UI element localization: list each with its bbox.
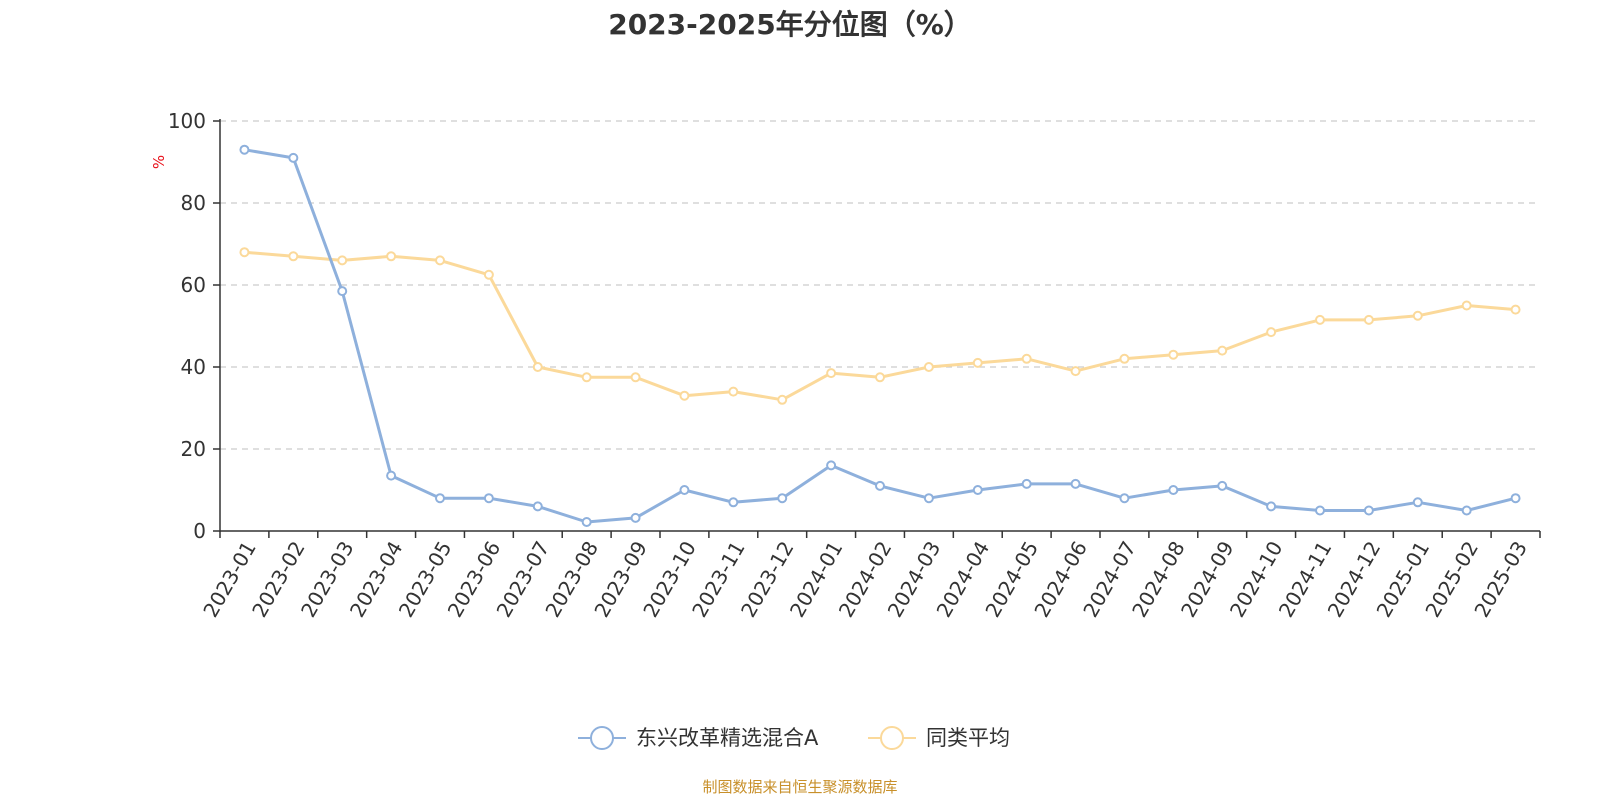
series-2-point bbox=[1021, 353, 1032, 364]
series-2-point bbox=[923, 362, 934, 372]
y-tick-label: 0 bbox=[193, 519, 206, 543]
grid-lines bbox=[220, 120, 1540, 450]
series-2-point bbox=[728, 386, 739, 397]
series-1-point bbox=[1412, 497, 1423, 508]
series-2-point bbox=[1315, 314, 1325, 325]
series-1-point bbox=[532, 501, 543, 512]
series-1-point bbox=[1510, 493, 1521, 504]
x-axis-ticks: 2023-012023-022023-032023-042023-052023-… bbox=[198, 531, 1541, 621]
series-2-point bbox=[1412, 310, 1423, 321]
series-1-point bbox=[1315, 505, 1325, 516]
legend-item-series-2[interactable]: 同类平均 bbox=[868, 726, 1010, 750]
series-2-point bbox=[777, 394, 788, 405]
chart-title: 2023-2025年分位图（%） bbox=[608, 8, 972, 41]
series-2-point bbox=[1363, 314, 1374, 325]
series-2-point bbox=[581, 372, 592, 383]
series-1-point bbox=[1168, 485, 1179, 495]
series-2-point bbox=[1217, 345, 1228, 356]
legend-series-2-label: 同类平均 bbox=[926, 726, 1010, 750]
series-2-point bbox=[630, 372, 641, 383]
y-tick-label: 40 bbox=[181, 355, 206, 379]
series-2-point bbox=[972, 357, 983, 368]
series-2-point bbox=[679, 390, 690, 401]
legend-series-1-label: 东兴改革精选混合A bbox=[636, 726, 819, 750]
series-2-point bbox=[1266, 327, 1277, 338]
series-2-point bbox=[875, 372, 885, 383]
series-2-point bbox=[1119, 353, 1130, 364]
series-2-point bbox=[1461, 300, 1472, 311]
series-2-point bbox=[1168, 349, 1179, 360]
series-1-point bbox=[777, 493, 788, 504]
series-1-point bbox=[1021, 478, 1032, 489]
legend: 东兴改革精选混合A 同类平均 bbox=[578, 726, 1010, 750]
series-1-point bbox=[239, 144, 250, 155]
series-1-point bbox=[728, 497, 739, 508]
series-1-point bbox=[1217, 480, 1228, 491]
series-1-point bbox=[337, 286, 348, 297]
series-layer bbox=[239, 144, 1521, 527]
series-2-point bbox=[483, 269, 494, 280]
y-tick-label: 80 bbox=[181, 191, 206, 215]
series-1-point bbox=[435, 493, 445, 504]
y-tick-label: 20 bbox=[181, 437, 206, 461]
series-1-point bbox=[630, 512, 641, 523]
series-2-point bbox=[532, 362, 543, 372]
series-2-point bbox=[337, 255, 348, 266]
series-2-point bbox=[386, 251, 397, 262]
series-1-point bbox=[923, 493, 934, 504]
series-1-point bbox=[483, 493, 494, 504]
axes bbox=[219, 119, 1540, 532]
series-1-point bbox=[875, 480, 885, 491]
series-2-point bbox=[239, 247, 250, 258]
y-axis-unit-label: % bbox=[150, 155, 168, 169]
y-axis-ticks: 0 20 40 60 80 100 bbox=[168, 109, 220, 543]
legend-item-series-1[interactable]: 东兴改革精选混合A bbox=[578, 726, 819, 750]
series-1-line bbox=[244, 148, 1516, 524]
data-source-note: 制图数据来自恒生聚源数据库 bbox=[702, 778, 897, 796]
series-1-point bbox=[972, 485, 983, 495]
series-1-point bbox=[1363, 505, 1374, 516]
legend-series-2-marker bbox=[880, 726, 904, 750]
y-tick-label: 60 bbox=[181, 273, 206, 297]
series-2-point bbox=[826, 368, 837, 379]
series-1-point bbox=[581, 516, 592, 527]
series-2-point bbox=[288, 251, 299, 262]
series-1-point bbox=[1461, 505, 1472, 516]
series-1-point bbox=[679, 485, 690, 495]
series-2-point bbox=[435, 255, 445, 266]
series-1-point bbox=[1119, 493, 1130, 504]
series-1-point bbox=[826, 460, 837, 471]
series-1-point bbox=[1266, 501, 1277, 512]
series-1-point bbox=[1070, 478, 1081, 489]
legend-series-1-marker bbox=[590, 726, 614, 750]
series-1-point bbox=[288, 152, 299, 163]
y-tick-label: 100 bbox=[168, 109, 206, 133]
series-2-point bbox=[1510, 304, 1521, 315]
series-1-point bbox=[386, 470, 397, 481]
series-2-point bbox=[1070, 366, 1081, 377]
